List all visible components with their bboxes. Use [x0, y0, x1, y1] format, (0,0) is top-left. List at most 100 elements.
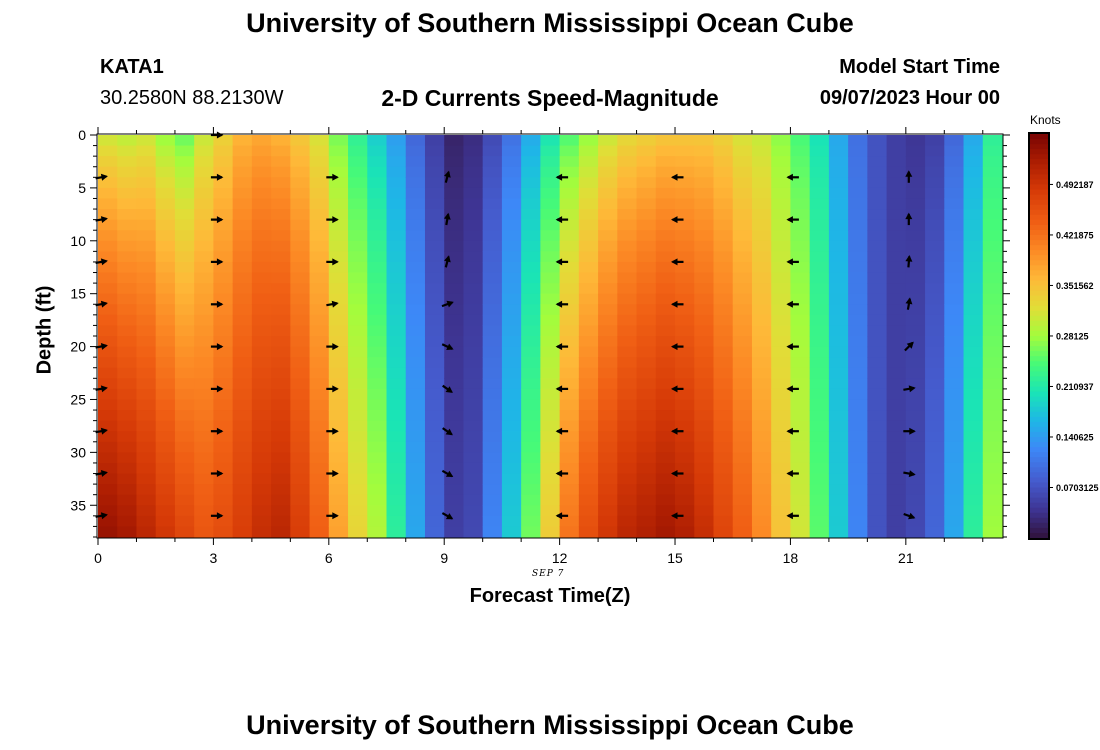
heatmap-cell — [925, 240, 945, 252]
heatmap-cell — [790, 325, 811, 337]
heatmap-cell — [463, 367, 484, 379]
heatmap-cell — [540, 336, 561, 348]
heatmap-cell — [732, 230, 753, 242]
heatmap-cell — [174, 177, 195, 189]
heatmap-cell — [963, 272, 984, 284]
heatmap-cell — [444, 399, 465, 411]
heatmap-cell — [328, 135, 349, 147]
heatmap-cell — [213, 336, 234, 348]
heatmap-cell — [386, 388, 407, 401]
heatmap-cell — [501, 325, 522, 337]
heatmap-cell — [617, 431, 638, 443]
heatmap-cell — [578, 494, 599, 506]
heatmap-cell — [578, 357, 599, 369]
heatmap-cell — [232, 431, 253, 443]
heatmap-cell — [675, 441, 695, 453]
heatmap-cell — [424, 251, 445, 263]
x-tick-label: 6 — [325, 550, 333, 566]
heatmap-cell — [463, 399, 484, 411]
heatmap-cell — [732, 399, 753, 411]
heatmap-cell — [424, 346, 445, 358]
heatmap-cell — [521, 357, 541, 369]
heatmap-cell — [501, 473, 522, 485]
heatmap-cell — [636, 325, 657, 337]
heatmap-cell — [463, 515, 484, 528]
heatmap-cell — [290, 283, 311, 295]
heatmap-cell — [559, 219, 580, 231]
heatmap-cell — [213, 251, 234, 263]
heatmap-cell — [155, 198, 176, 210]
heatmap-cell — [98, 494, 118, 506]
heatmap-cell — [655, 240, 676, 252]
heatmap-cell — [828, 240, 849, 252]
heatmap-cell — [501, 357, 522, 369]
heatmap-cell — [521, 388, 541, 401]
heatmap-cell — [463, 441, 484, 453]
heatmap-cell — [174, 219, 195, 231]
heatmap-cell — [655, 219, 676, 231]
heatmap-cell — [424, 357, 445, 369]
heatmap-cell — [232, 484, 253, 496]
heatmap-cell — [348, 473, 368, 485]
heatmap-cell — [309, 378, 330, 390]
heatmap-cell — [925, 272, 945, 284]
heatmap-cell — [636, 526, 657, 538]
heatmap-cell — [521, 177, 541, 189]
heatmap-cell — [636, 367, 657, 379]
heatmap-cell — [713, 209, 734, 221]
heatmap-cell — [732, 420, 753, 432]
heatmap-cell — [290, 462, 311, 475]
heatmap-cell — [117, 431, 138, 443]
heatmap-cell — [232, 505, 253, 517]
heatmap-cell — [982, 441, 1003, 453]
heatmap-cell — [213, 388, 234, 401]
heatmap-cell — [367, 187, 388, 200]
heatmap-cell — [694, 484, 715, 496]
heatmap-cell — [251, 145, 272, 157]
heatmap-cell — [559, 505, 580, 517]
heatmap-cell — [290, 367, 311, 379]
heatmap-cell — [309, 166, 330, 178]
heatmap-cell — [405, 515, 426, 528]
heatmap-cell — [867, 346, 888, 358]
heatmap-cell — [482, 388, 503, 401]
heatmap-cell — [982, 156, 1003, 168]
heatmap-cell — [751, 505, 772, 517]
heatmap-cell — [598, 187, 618, 200]
heatmap-cell — [521, 261, 541, 274]
heatmap-cell — [636, 494, 657, 506]
heatmap-cell — [578, 431, 599, 443]
heatmap-cell — [444, 357, 465, 369]
heatmap-cell — [655, 357, 676, 369]
heatmap-cell — [809, 378, 830, 390]
heatmap-cell — [886, 145, 907, 157]
heatmap-cell — [271, 515, 291, 528]
heatmap-cell — [290, 261, 311, 274]
heatmap-cell — [559, 156, 580, 168]
heatmap-cell — [886, 314, 907, 327]
heatmap-cell — [405, 145, 426, 157]
heatmap-cell — [463, 198, 484, 210]
heatmap-cell — [732, 209, 753, 221]
heatmap-cell — [328, 367, 349, 379]
heatmap-cell — [521, 156, 541, 168]
heatmap-cell — [424, 399, 445, 411]
current-vector — [555, 385, 569, 393]
heatmap-cell — [540, 283, 561, 295]
heatmap-cell — [136, 515, 157, 528]
heatmap-cell — [155, 452, 176, 464]
heatmap-cell — [905, 177, 926, 189]
heatmap-cell — [367, 209, 388, 221]
x-tick-label: 18 — [783, 550, 799, 566]
heatmap-cell — [328, 240, 349, 252]
heatmap-cell — [482, 304, 503, 316]
heatmap-cell — [963, 367, 984, 379]
heatmap-cell — [98, 462, 118, 475]
heatmap-cell — [771, 261, 792, 274]
heatmap-cell — [636, 346, 657, 358]
heatmap-cell — [982, 177, 1003, 189]
heatmap-cell — [424, 367, 445, 379]
heatmap-cell — [617, 209, 638, 221]
heatmap-cell — [790, 441, 811, 453]
heatmap-cell — [771, 283, 792, 295]
